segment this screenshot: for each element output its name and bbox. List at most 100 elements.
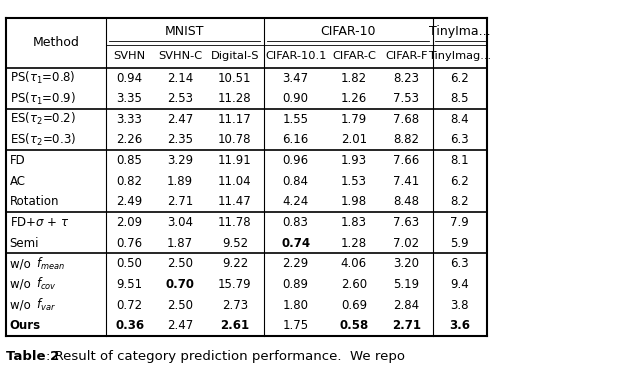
Text: 3.35: 3.35 xyxy=(116,92,143,105)
Text: 5.9: 5.9 xyxy=(451,236,469,250)
Text: Method: Method xyxy=(33,36,79,49)
Text: 1.98: 1.98 xyxy=(341,195,367,208)
Text: TinyImag...: TinyImag... xyxy=(428,52,492,61)
Text: w/o: w/o xyxy=(10,299,34,311)
Text: 8.82: 8.82 xyxy=(394,134,419,146)
Text: FD: FD xyxy=(10,154,26,167)
Text: 2.14: 2.14 xyxy=(166,71,193,85)
Text: 3.29: 3.29 xyxy=(167,154,193,167)
Text: 2.09: 2.09 xyxy=(116,216,143,229)
Text: 7.68: 7.68 xyxy=(394,113,419,126)
Text: 11.17: 11.17 xyxy=(218,113,252,126)
Text: MNIST: MNIST xyxy=(165,25,204,38)
Text: 1.79: 1.79 xyxy=(340,113,367,126)
Text: 0.58: 0.58 xyxy=(339,319,369,332)
Text: 9.51: 9.51 xyxy=(116,278,143,291)
Text: 1.80: 1.80 xyxy=(283,299,308,311)
Text: Table 2: Table 2 xyxy=(6,350,60,363)
Text: 9.52: 9.52 xyxy=(222,236,248,250)
Text: 7.63: 7.63 xyxy=(394,216,419,229)
Text: $f_{cov}$: $f_{cov}$ xyxy=(36,276,57,292)
Text: 0.74: 0.74 xyxy=(281,236,310,250)
Text: 0.69: 0.69 xyxy=(341,299,367,311)
Text: 2.60: 2.60 xyxy=(341,278,367,291)
Text: 2.73: 2.73 xyxy=(222,299,248,311)
Text: 7.41: 7.41 xyxy=(393,175,420,188)
Text: ES($\tau_2$=0.3): ES($\tau_2$=0.3) xyxy=(10,132,76,148)
Text: 4.24: 4.24 xyxy=(282,195,309,208)
Text: FD+$\sigma$ + $\tau$: FD+$\sigma$ + $\tau$ xyxy=(10,216,69,229)
Text: $f_{mean}$: $f_{mean}$ xyxy=(36,256,65,272)
Text: 2.71: 2.71 xyxy=(166,195,193,208)
Text: 6.2: 6.2 xyxy=(451,175,469,188)
Text: 2.47: 2.47 xyxy=(166,319,193,332)
Text: 2.50: 2.50 xyxy=(167,299,193,311)
Text: 9.4: 9.4 xyxy=(451,278,469,291)
Text: w/o: w/o xyxy=(10,257,34,270)
Text: 0.72: 0.72 xyxy=(116,299,143,311)
Text: 3.04: 3.04 xyxy=(167,216,193,229)
Text: 1.93: 1.93 xyxy=(341,154,367,167)
Text: 2.50: 2.50 xyxy=(167,257,193,270)
Text: 3.8: 3.8 xyxy=(451,299,469,311)
Text: w/o: w/o xyxy=(10,278,34,291)
Text: 1.89: 1.89 xyxy=(167,175,193,188)
Text: 0.96: 0.96 xyxy=(283,154,308,167)
Text: 1.83: 1.83 xyxy=(341,216,367,229)
Text: $f_{var}$: $f_{var}$ xyxy=(36,297,56,313)
Text: 0.70: 0.70 xyxy=(165,278,195,291)
Text: 10.78: 10.78 xyxy=(218,134,252,146)
Text: 3.33: 3.33 xyxy=(116,113,143,126)
Text: PS($\tau_1$=0.8): PS($\tau_1$=0.8) xyxy=(10,70,75,86)
Text: Semi: Semi xyxy=(10,236,39,250)
Text: 6.2: 6.2 xyxy=(451,71,469,85)
Text: 7.02: 7.02 xyxy=(394,236,419,250)
Text: 0.89: 0.89 xyxy=(283,278,308,291)
Text: 1.87: 1.87 xyxy=(167,236,193,250)
Text: 2.61: 2.61 xyxy=(220,319,250,332)
Text: 7.9: 7.9 xyxy=(451,216,469,229)
Text: 3.20: 3.20 xyxy=(394,257,419,270)
Text: 2.29: 2.29 xyxy=(282,257,309,270)
Text: 0.84: 0.84 xyxy=(283,175,308,188)
Text: CIFAR-10: CIFAR-10 xyxy=(321,25,376,38)
Text: 4.06: 4.06 xyxy=(341,257,367,270)
Text: 1.75: 1.75 xyxy=(283,319,308,332)
Text: 0.83: 0.83 xyxy=(283,216,308,229)
Text: 1.82: 1.82 xyxy=(341,71,367,85)
Text: 0.90: 0.90 xyxy=(283,92,308,105)
Text: 1.53: 1.53 xyxy=(341,175,367,188)
Text: 2.35: 2.35 xyxy=(167,134,193,146)
Text: Digital-S: Digital-S xyxy=(211,52,259,61)
Text: 1.28: 1.28 xyxy=(341,236,367,250)
Text: 2.84: 2.84 xyxy=(394,299,419,311)
Text: AC: AC xyxy=(10,175,26,188)
Text: 0.76: 0.76 xyxy=(116,236,143,250)
Text: 1.55: 1.55 xyxy=(283,113,308,126)
Text: 0.85: 0.85 xyxy=(116,154,143,167)
Text: 6.3: 6.3 xyxy=(451,134,469,146)
Text: 3.47: 3.47 xyxy=(283,71,308,85)
Text: 8.4: 8.4 xyxy=(451,113,469,126)
Text: 8.48: 8.48 xyxy=(394,195,419,208)
Text: CIFAR-F: CIFAR-F xyxy=(385,52,428,61)
Text: 0.82: 0.82 xyxy=(116,175,143,188)
Text: SVHN-C: SVHN-C xyxy=(158,52,202,61)
Text: 8.5: 8.5 xyxy=(451,92,469,105)
Text: 0.94: 0.94 xyxy=(116,71,143,85)
Text: SVHN: SVHN xyxy=(113,52,146,61)
Text: : Result of category prediction performance.  We repo: : Result of category prediction performa… xyxy=(46,350,405,363)
Text: CIFAR-C: CIFAR-C xyxy=(332,52,376,61)
Text: 11.28: 11.28 xyxy=(218,92,252,105)
Text: 11.04: 11.04 xyxy=(218,175,252,188)
Text: 2.47: 2.47 xyxy=(166,113,193,126)
Text: 11.78: 11.78 xyxy=(218,216,252,229)
Text: 5.19: 5.19 xyxy=(394,278,419,291)
Text: CIFAR-10.1: CIFAR-10.1 xyxy=(265,52,326,61)
Text: 2.26: 2.26 xyxy=(116,134,143,146)
Text: 2.49: 2.49 xyxy=(116,195,143,208)
Text: 1.26: 1.26 xyxy=(340,92,367,105)
Text: 8.1: 8.1 xyxy=(451,154,469,167)
Text: 2.53: 2.53 xyxy=(167,92,193,105)
Text: 6.16: 6.16 xyxy=(282,134,309,146)
